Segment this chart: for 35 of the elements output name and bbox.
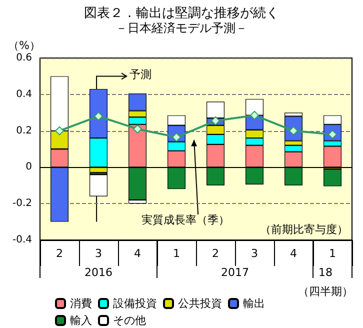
x-tick-label: 2 xyxy=(56,247,63,260)
chart-subtitle: －日本経済モデル予測－ xyxy=(116,21,248,35)
y-tick-label: 0.2 xyxy=(16,125,32,136)
x-tick-label: 4 xyxy=(134,247,141,260)
x-tick-label: 3 xyxy=(251,247,258,260)
legend-label: 公共投資 xyxy=(178,297,222,310)
y-axis-title: （%） xyxy=(8,39,40,52)
y-tick-label: -0.4 xyxy=(12,234,32,246)
text: 2016 xyxy=(84,266,112,279)
x-tick-label: 1 xyxy=(329,247,336,260)
y-tick-label: 0.4 xyxy=(16,88,32,100)
legend-label: 輸出 xyxy=(243,297,265,310)
text: 18 xyxy=(318,266,332,279)
legend-label: 設備投資 xyxy=(113,297,157,310)
annotation: （前期比寄与度） xyxy=(260,222,348,236)
x-tick-label: 4 xyxy=(290,247,297,260)
text: 実質成長率（季） xyxy=(141,214,230,227)
annotation: 予測 xyxy=(130,68,152,82)
point xyxy=(133,124,142,134)
y-tick-label: -0.2 xyxy=(12,198,32,210)
x-tick-label: 2 xyxy=(212,247,219,260)
point xyxy=(250,110,259,120)
chart-title: 図表２．輸出は堅調な推移が続く xyxy=(84,6,279,21)
text: 2017 xyxy=(221,266,249,279)
legend-label: その他 xyxy=(113,314,146,327)
y-tick-label: 0 xyxy=(26,162,32,173)
legend-label: 輸入 xyxy=(70,314,92,327)
legend-label: 消費 xyxy=(70,297,92,310)
y-tick-label: 0.6 xyxy=(16,52,32,64)
point xyxy=(94,112,103,121)
text: （四半期） xyxy=(298,285,353,298)
x-tick-label: 3 xyxy=(95,247,102,260)
point xyxy=(55,126,64,136)
point xyxy=(211,116,220,126)
x-tick-label: 1 xyxy=(173,247,180,260)
